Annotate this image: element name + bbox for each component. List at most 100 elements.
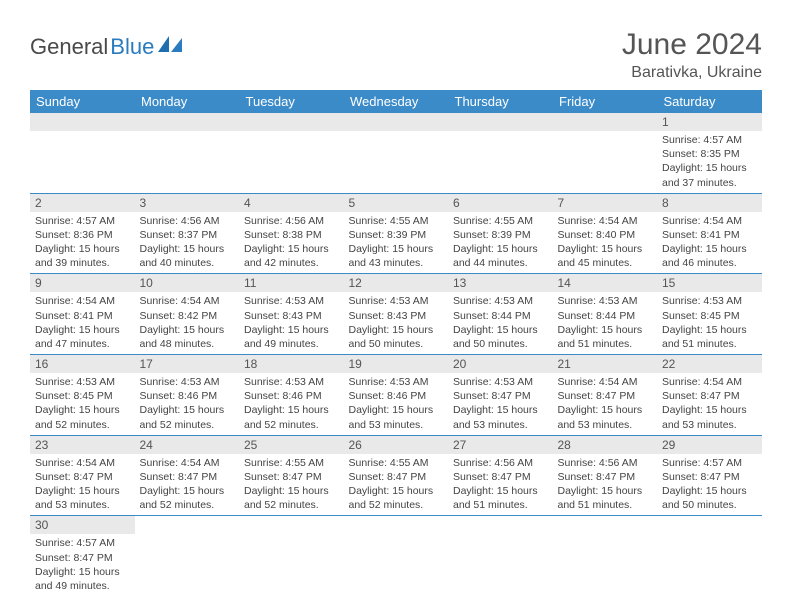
calendar-cell: 17Sunrise: 4:53 AMSunset: 8:46 PMDayligh…	[135, 355, 240, 436]
sunset-text: Sunset: 8:47 PM	[558, 470, 653, 484]
day-details: Sunrise: 4:54 AMSunset: 8:40 PMDaylight:…	[553, 212, 658, 274]
day-number: 12	[344, 274, 449, 292]
daylight-line2: and 53 minutes.	[453, 418, 548, 432]
daylight-line2: and 50 minutes.	[349, 337, 444, 351]
sunrise-text: Sunrise: 4:54 AM	[140, 294, 235, 308]
sunset-text: Sunset: 8:43 PM	[349, 309, 444, 323]
calendar-row: 16Sunrise: 4:53 AMSunset: 8:45 PMDayligh…	[30, 355, 762, 436]
empty-strip	[448, 113, 553, 131]
empty-strip	[239, 113, 344, 131]
sunset-text: Sunset: 8:45 PM	[35, 389, 130, 403]
calendar-cell: 7Sunrise: 4:54 AMSunset: 8:40 PMDaylight…	[553, 193, 658, 274]
daylight-line1: Daylight: 15 hours	[244, 484, 339, 498]
daylight-line2: and 50 minutes.	[453, 337, 548, 351]
day-details: Sunrise: 4:53 AMSunset: 8:46 PMDaylight:…	[135, 373, 240, 435]
calendar-cell: 21Sunrise: 4:54 AMSunset: 8:47 PMDayligh…	[553, 355, 658, 436]
calendar-cell: 28Sunrise: 4:56 AMSunset: 8:47 PMDayligh…	[553, 435, 658, 516]
daylight-line1: Daylight: 15 hours	[558, 242, 653, 256]
daylight-line1: Daylight: 15 hours	[453, 403, 548, 417]
day-details: Sunrise: 4:54 AMSunset: 8:42 PMDaylight:…	[135, 292, 240, 354]
sunrise-text: Sunrise: 4:57 AM	[35, 214, 130, 228]
day-number: 29	[657, 436, 762, 454]
daylight-line1: Daylight: 15 hours	[662, 484, 757, 498]
day-number: 21	[553, 355, 658, 373]
daylight-line2: and 48 minutes.	[140, 337, 235, 351]
day-details: Sunrise: 4:54 AMSunset: 8:41 PMDaylight:…	[657, 212, 762, 274]
weekday-header: Sunday	[30, 90, 135, 113]
daylight-line2: and 51 minutes.	[453, 498, 548, 512]
day-details: Sunrise: 4:55 AMSunset: 8:47 PMDaylight:…	[344, 454, 449, 516]
sunrise-text: Sunrise: 4:55 AM	[349, 456, 444, 470]
daylight-line1: Daylight: 15 hours	[453, 484, 548, 498]
calendar-cell: 18Sunrise: 4:53 AMSunset: 8:46 PMDayligh…	[239, 355, 344, 436]
sunrise-text: Sunrise: 4:57 AM	[662, 133, 757, 147]
day-details: Sunrise: 4:53 AMSunset: 8:47 PMDaylight:…	[448, 373, 553, 435]
calendar-cell: 15Sunrise: 4:53 AMSunset: 8:45 PMDayligh…	[657, 274, 762, 355]
daylight-line1: Daylight: 15 hours	[662, 161, 757, 175]
daylight-line1: Daylight: 15 hours	[140, 403, 235, 417]
day-number: 11	[239, 274, 344, 292]
daylight-line2: and 42 minutes.	[244, 256, 339, 270]
calendar-cell: 27Sunrise: 4:56 AMSunset: 8:47 PMDayligh…	[448, 435, 553, 516]
day-details: Sunrise: 4:53 AMSunset: 8:45 PMDaylight:…	[30, 373, 135, 435]
calendar-cell: 3Sunrise: 4:56 AMSunset: 8:37 PMDaylight…	[135, 193, 240, 274]
sunrise-text: Sunrise: 4:56 AM	[453, 456, 548, 470]
day-details: Sunrise: 4:53 AMSunset: 8:44 PMDaylight:…	[448, 292, 553, 354]
calendar-cell: 12Sunrise: 4:53 AMSunset: 8:43 PMDayligh…	[344, 274, 449, 355]
sunset-text: Sunset: 8:44 PM	[453, 309, 548, 323]
day-details: Sunrise: 4:56 AMSunset: 8:38 PMDaylight:…	[239, 212, 344, 274]
daylight-line2: and 40 minutes.	[140, 256, 235, 270]
calendar-cell: 22Sunrise: 4:54 AMSunset: 8:47 PMDayligh…	[657, 355, 762, 436]
daylight-line1: Daylight: 15 hours	[349, 484, 444, 498]
sail-icon	[158, 36, 184, 59]
day-number: 14	[553, 274, 658, 292]
sunrise-text: Sunrise: 4:54 AM	[140, 456, 235, 470]
day-number: 26	[344, 436, 449, 454]
sunrise-text: Sunrise: 4:55 AM	[349, 214, 444, 228]
sunset-text: Sunset: 8:38 PM	[244, 228, 339, 242]
daylight-line2: and 52 minutes.	[244, 498, 339, 512]
day-details: Sunrise: 4:54 AMSunset: 8:47 PMDaylight:…	[657, 373, 762, 435]
page-header: GeneralBlue June 2024 Barativka, Ukraine	[30, 28, 762, 82]
sunrise-text: Sunrise: 4:54 AM	[558, 375, 653, 389]
day-details: Sunrise: 4:56 AMSunset: 8:47 PMDaylight:…	[448, 454, 553, 516]
sunset-text: Sunset: 8:47 PM	[453, 389, 548, 403]
daylight-line2: and 37 minutes.	[662, 176, 757, 190]
sunrise-text: Sunrise: 4:56 AM	[558, 456, 653, 470]
day-details: Sunrise: 4:53 AMSunset: 8:46 PMDaylight:…	[344, 373, 449, 435]
day-number: 23	[30, 436, 135, 454]
empty-strip	[344, 113, 449, 131]
day-number: 17	[135, 355, 240, 373]
day-number: 22	[657, 355, 762, 373]
day-details: Sunrise: 4:57 AMSunset: 8:36 PMDaylight:…	[30, 212, 135, 274]
daylight-line1: Daylight: 15 hours	[35, 484, 130, 498]
sunrise-text: Sunrise: 4:56 AM	[244, 214, 339, 228]
sunset-text: Sunset: 8:45 PM	[662, 309, 757, 323]
sunset-text: Sunset: 8:46 PM	[349, 389, 444, 403]
day-details: Sunrise: 4:53 AMSunset: 8:44 PMDaylight:…	[553, 292, 658, 354]
calendar-cell: 20Sunrise: 4:53 AMSunset: 8:47 PMDayligh…	[448, 355, 553, 436]
sunset-text: Sunset: 8:40 PM	[558, 228, 653, 242]
day-number: 28	[553, 436, 658, 454]
sunrise-text: Sunrise: 4:54 AM	[35, 294, 130, 308]
calendar-empty-cell	[448, 113, 553, 193]
weekday-header: Monday	[135, 90, 240, 113]
sunrise-text: Sunrise: 4:54 AM	[662, 375, 757, 389]
daylight-line2: and 53 minutes.	[662, 418, 757, 432]
day-details: Sunrise: 4:56 AMSunset: 8:47 PMDaylight:…	[553, 454, 658, 516]
calendar-cell: 2Sunrise: 4:57 AMSunset: 8:36 PMDaylight…	[30, 193, 135, 274]
day-details: Sunrise: 4:53 AMSunset: 8:43 PMDaylight:…	[239, 292, 344, 354]
daylight-line2: and 43 minutes.	[349, 256, 444, 270]
sunset-text: Sunset: 8:47 PM	[349, 470, 444, 484]
day-details: Sunrise: 4:53 AMSunset: 8:43 PMDaylight:…	[344, 292, 449, 354]
day-details: Sunrise: 4:53 AMSunset: 8:45 PMDaylight:…	[657, 292, 762, 354]
daylight-line1: Daylight: 15 hours	[558, 484, 653, 498]
daylight-line1: Daylight: 15 hours	[349, 242, 444, 256]
day-number: 16	[30, 355, 135, 373]
day-number: 8	[657, 194, 762, 212]
calendar-cell: 29Sunrise: 4:57 AMSunset: 8:47 PMDayligh…	[657, 435, 762, 516]
daylight-line2: and 51 minutes.	[558, 337, 653, 351]
calendar-cell: 5Sunrise: 4:55 AMSunset: 8:39 PMDaylight…	[344, 193, 449, 274]
calendar-cell: 23Sunrise: 4:54 AMSunset: 8:47 PMDayligh…	[30, 435, 135, 516]
sunset-text: Sunset: 8:41 PM	[35, 309, 130, 323]
